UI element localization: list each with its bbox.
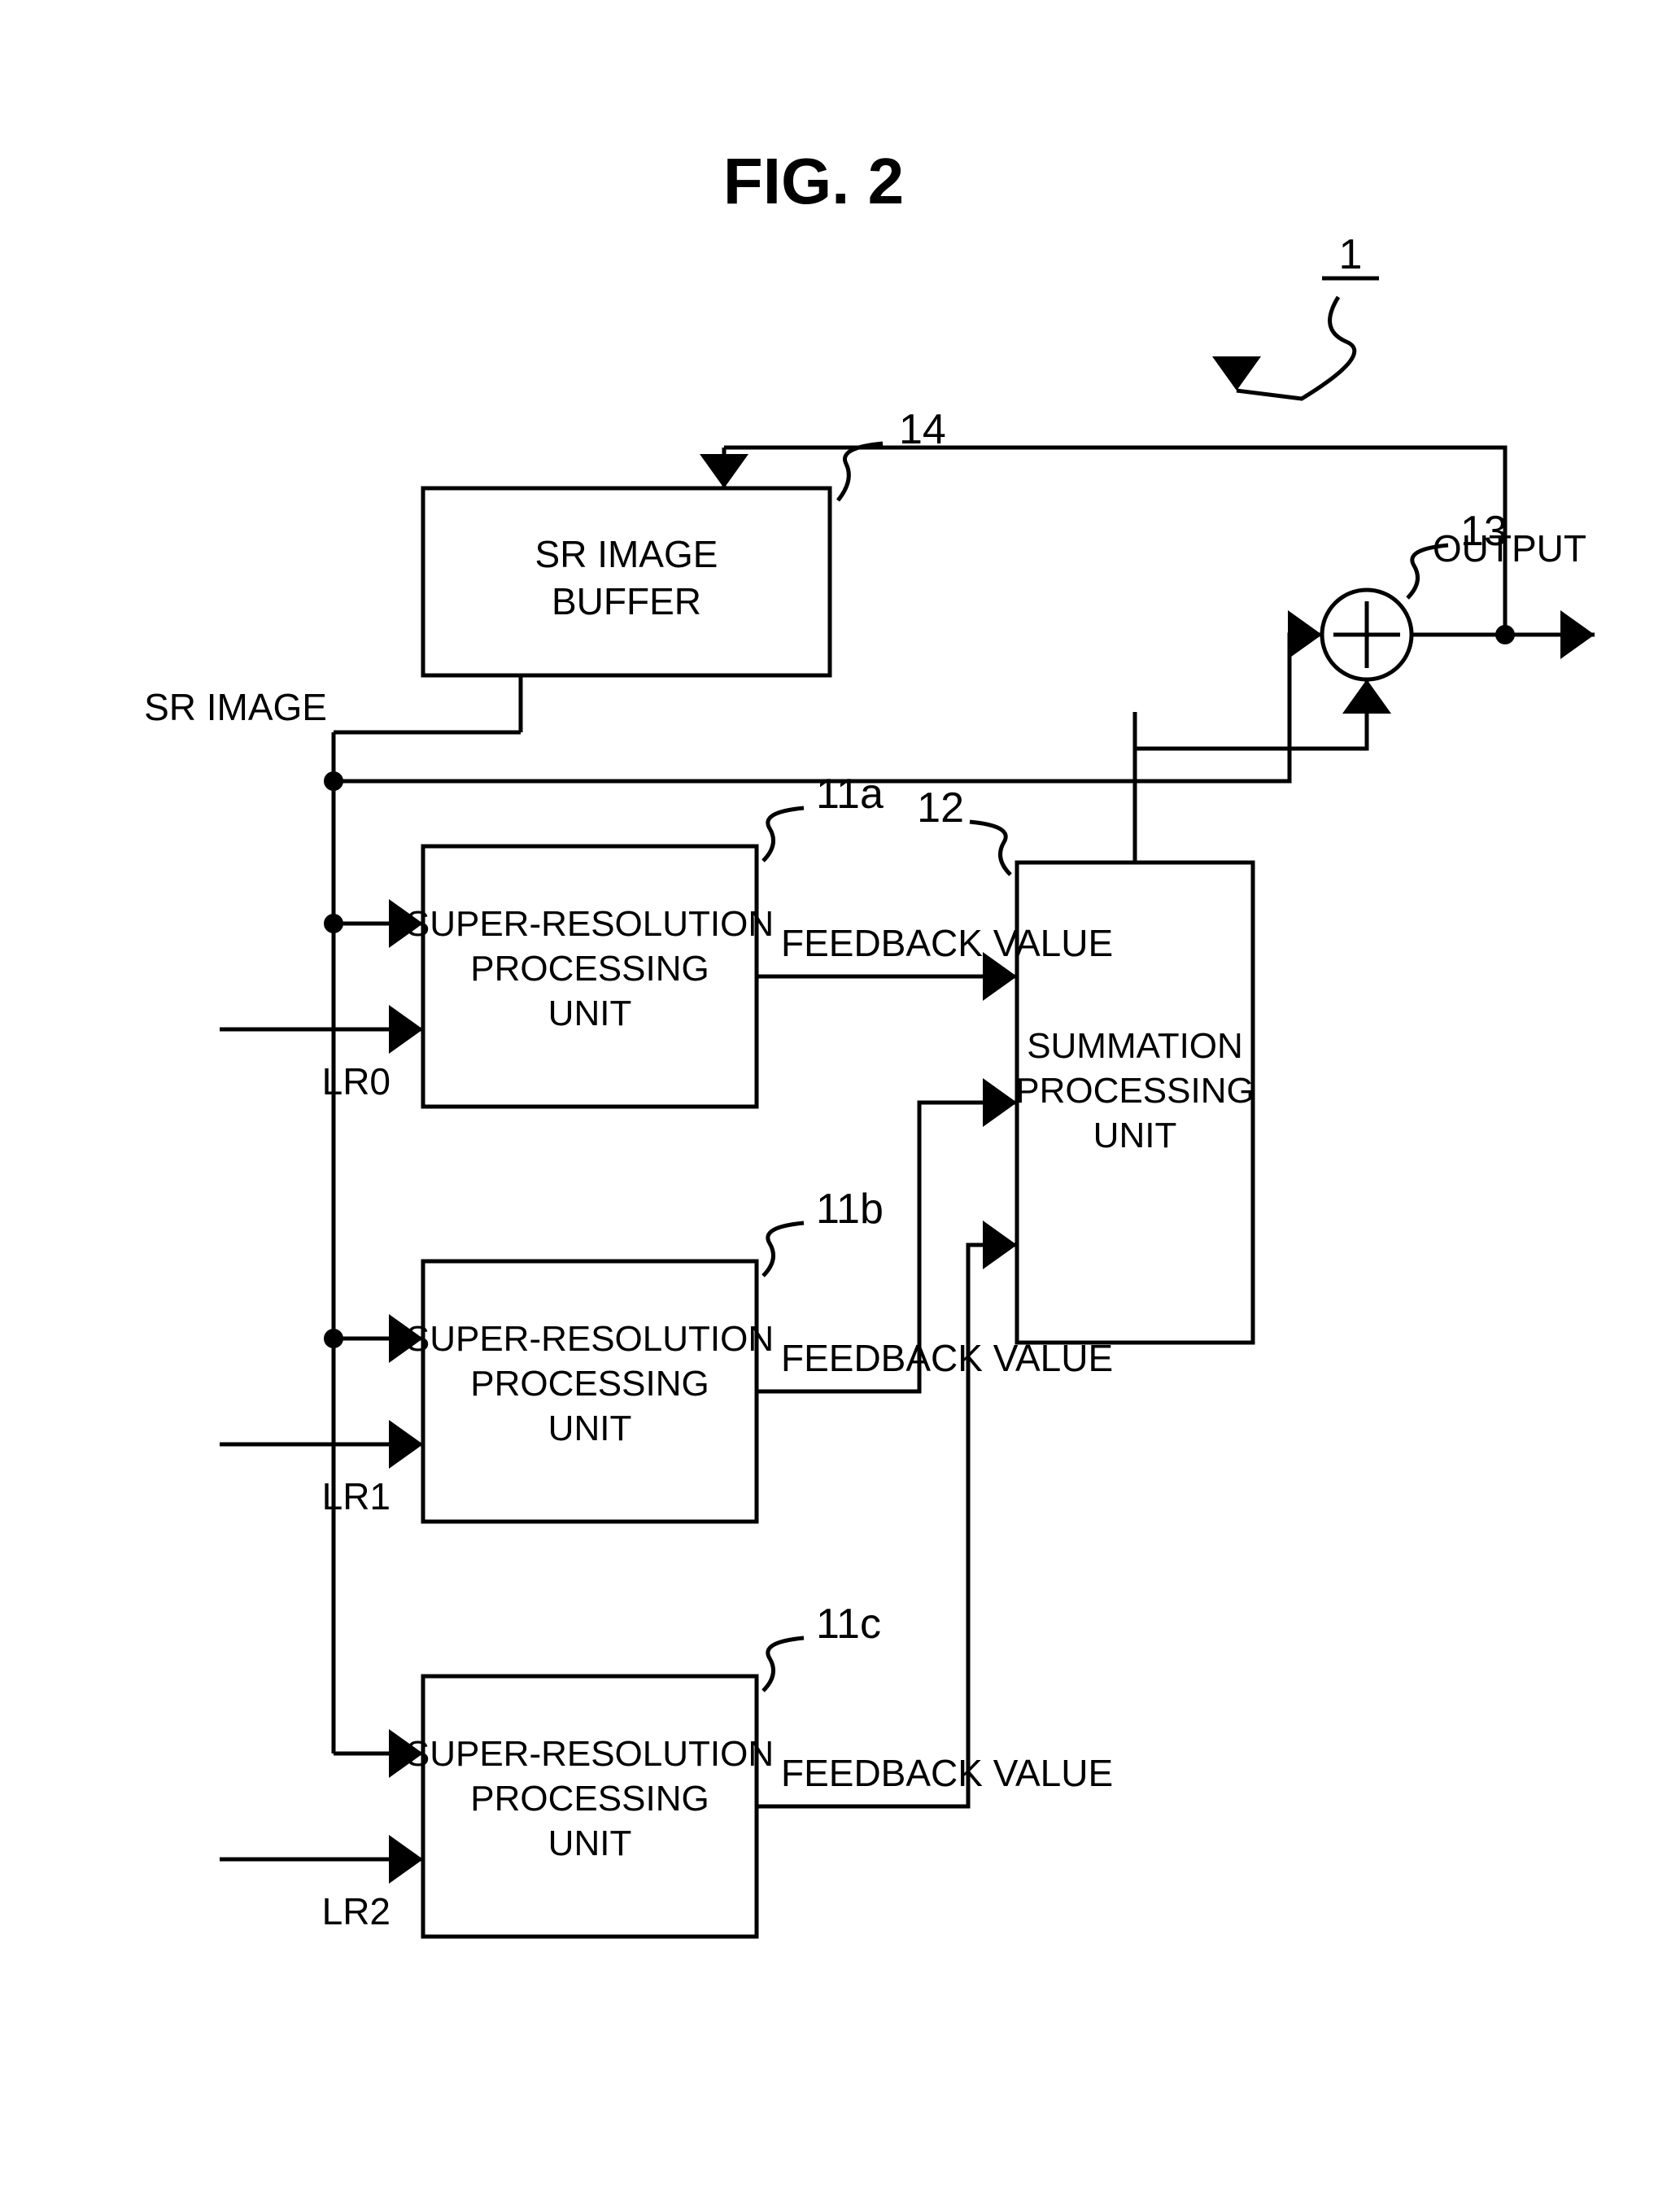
feedback-into-buffer-head <box>700 454 748 488</box>
sr-unit-c-l3: UNIT <box>548 1823 632 1863</box>
bus-to-adder-head <box>1288 610 1322 659</box>
system-ref-leader-head <box>1212 356 1261 391</box>
figure-title: FIG. 2 <box>723 145 904 217</box>
summation-l1: SUMMATION <box>1027 1026 1243 1066</box>
lr0-in-head <box>389 1005 423 1054</box>
system-ref: 1 <box>1339 231 1363 278</box>
ref-11c: 11c <box>816 1601 881 1648</box>
lr2-label: LR2 <box>322 1890 391 1933</box>
sr-unit-a-l1: SUPER-RESOLUTION <box>406 904 774 944</box>
sr-image-buffer-label1: SR IMAGE <box>535 533 718 575</box>
feedback-b: FEEDBACK VALUE <box>781 1337 1113 1379</box>
lr2-in-head <box>389 1835 423 1884</box>
system-ref-leader <box>1237 297 1355 399</box>
feedback-a: FEEDBACK VALUE <box>781 922 1113 964</box>
summation-l2: PROCESSING <box>1015 1071 1254 1111</box>
ref-12-leader <box>970 822 1010 875</box>
sr-c-to-sum-head <box>983 1221 1017 1269</box>
sr-unit-b-l2: PROCESSING <box>470 1364 709 1404</box>
sum-to-adder-head <box>1342 679 1391 714</box>
ref-11a-leader <box>763 808 804 861</box>
lr0-label: LR0 <box>322 1060 391 1103</box>
lr1-in-head <box>389 1420 423 1469</box>
sr-image-label: SR IMAGE <box>144 686 327 728</box>
ref-11b-leader <box>763 1223 804 1276</box>
feedback-c: FEEDBACK VALUE <box>781 1752 1113 1794</box>
sum-to-adder <box>1135 679 1367 863</box>
sr-c-to-sum <box>757 1245 1017 1806</box>
sr-b-to-sum-head <box>983 1078 1017 1127</box>
sr-unit-c-l2: PROCESSING <box>470 1779 709 1819</box>
sr-unit-b-l3: UNIT <box>548 1408 632 1448</box>
ref-11c-leader <box>763 1638 804 1691</box>
ref-11b: 11b <box>816 1186 884 1233</box>
ref-12: 12 <box>917 784 964 832</box>
sr-unit-c-l1: SUPER-RESOLUTION <box>406 1734 774 1774</box>
sr-unit-a-l3: UNIT <box>548 994 632 1033</box>
lr1-label: LR1 <box>322 1475 391 1518</box>
sr-image-buffer-label2: BUFFER <box>552 580 701 622</box>
summation-l3: UNIT <box>1093 1116 1177 1155</box>
output-arrow <box>1560 610 1595 659</box>
output-label: OUTPUT <box>1433 527 1586 570</box>
sr-unit-b-l1: SUPER-RESOLUTION <box>406 1319 774 1359</box>
ref-11a: 11a <box>816 771 884 818</box>
ref-14-leader <box>838 443 883 500</box>
sr-unit-a-l2: PROCESSING <box>470 949 709 989</box>
